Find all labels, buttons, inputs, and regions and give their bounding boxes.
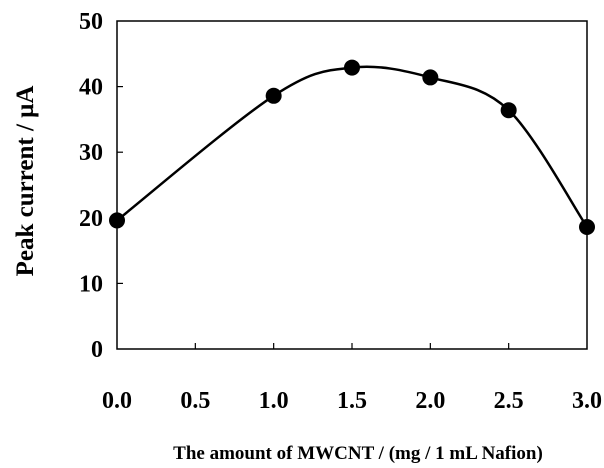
- y-axis-title: Peak current / μA: [12, 86, 39, 277]
- data-point: [109, 212, 125, 229]
- y-tick-label: 10: [79, 271, 103, 297]
- x-tick-label: 1.5: [337, 388, 367, 414]
- x-axis-ticks: 0.0 0.5 1.0 1.5 2.0 2.5 3.0: [102, 343, 602, 414]
- y-tick-label: 0: [91, 337, 103, 363]
- y-tick-label: 30: [79, 140, 103, 166]
- data-point: [344, 59, 360, 76]
- data-point: [265, 87, 282, 104]
- x-tick-label: 0.5: [180, 388, 210, 414]
- x-tick-label: 1.0: [259, 388, 289, 414]
- y-tick-label: 20: [79, 206, 103, 232]
- data-points: [109, 59, 595, 235]
- series-line: [116, 65, 589, 228]
- y-tick-label: 50: [79, 9, 103, 35]
- x-axis-title: The amount of MWCNT / (mg / 1 mL Nafion): [173, 443, 543, 464]
- data-point: [500, 102, 517, 119]
- y-axis-ticks: 0 10 20 30 40 50: [79, 9, 123, 363]
- x-tick-label: 2.0: [415, 388, 445, 414]
- x-tick-label: 2.5: [494, 388, 524, 414]
- x-tick-label: 3.0: [572, 388, 602, 414]
- data-point: [579, 218, 595, 235]
- data-point: [422, 69, 439, 86]
- x-tick-label: 0.0: [102, 388, 132, 414]
- y-tick-label: 40: [79, 75, 103, 101]
